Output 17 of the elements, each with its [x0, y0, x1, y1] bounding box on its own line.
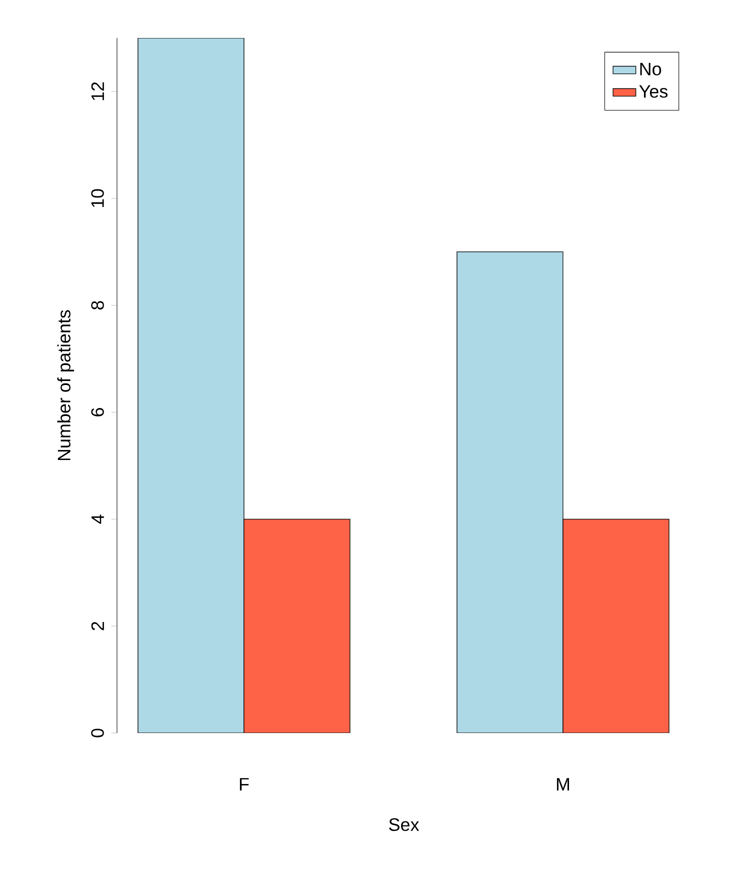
- legend-label: Yes: [639, 85, 668, 98]
- y-tick-label: 12: [91, 82, 104, 100]
- x-tick-label: M: [556, 778, 570, 790]
- y-tick-label: 6: [91, 408, 104, 416]
- bar: [138, 38, 244, 733]
- legend-label: No: [640, 62, 662, 76]
- bar: [562, 518, 670, 733]
- x-tick-label: F: [240, 778, 249, 790]
- y-tick-label: 4: [92, 514, 104, 524]
- y-tick-label: 8: [91, 301, 104, 310]
- y-tick-label: 2: [91, 622, 104, 630]
- y-tick-label: 0: [91, 728, 104, 738]
- bar: [244, 518, 350, 733]
- y-tick-label: 10: [91, 189, 104, 208]
- y-axis-title: Number of patients: [57, 310, 74, 460]
- x-axis-title: Sex: [389, 818, 420, 832]
- bar: [456, 252, 564, 733]
